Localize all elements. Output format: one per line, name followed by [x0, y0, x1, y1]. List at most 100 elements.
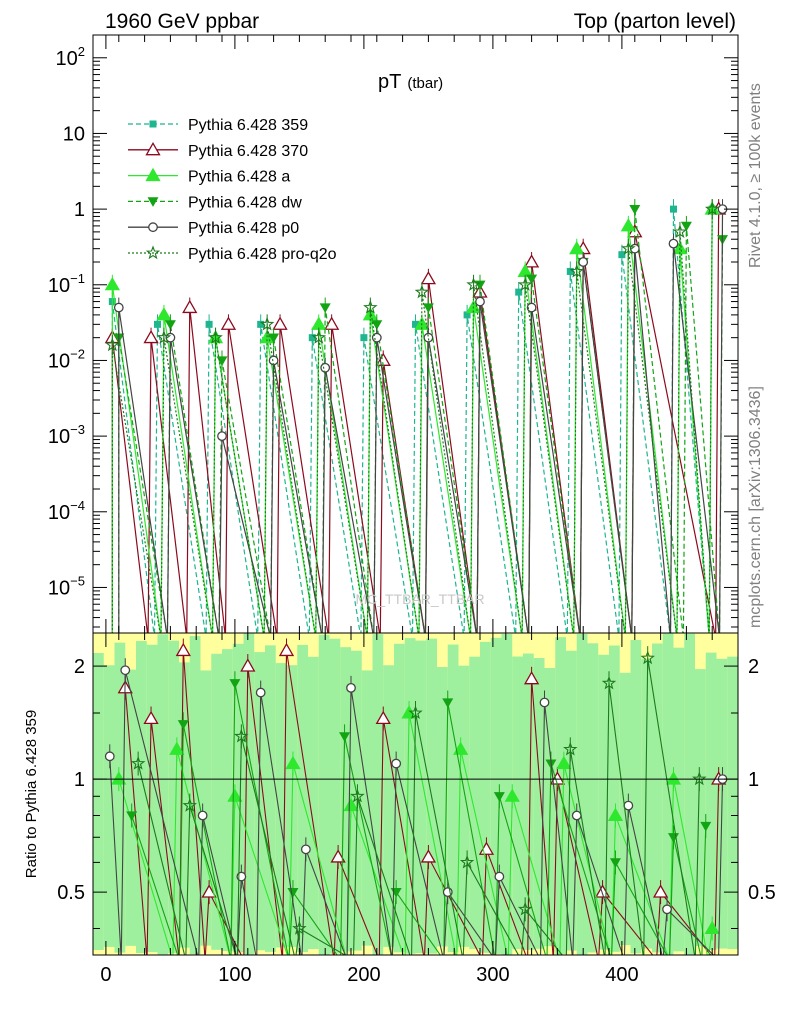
main-point-1-1	[143, 329, 159, 344]
ratio-panel-frame	[92, 632, 739, 956]
ratio-point-4-8	[563, 741, 578, 756]
main-point-4-4	[320, 362, 331, 373]
main-point-0-6	[412, 320, 419, 328]
main-point-5-7	[466, 277, 481, 291]
ratio-series-line-2	[131, 683, 707, 955]
x-tick-label-4: 400	[605, 964, 638, 986]
ratio-point-3-11	[571, 810, 582, 821]
ratio-point-2-6	[442, 698, 454, 708]
ratio-series-3	[104, 658, 728, 955]
legend-entry-3: Pythia 6.428 dw	[128, 194, 302, 211]
main-point-0-7	[463, 311, 471, 319]
ratio-point-3-6	[346, 682, 356, 693]
ratio-point-1-8	[556, 755, 572, 770]
green-band-34	[458, 665, 470, 947]
ratio-point-4-1	[182, 797, 198, 812]
ratio-series-line-4	[137, 658, 700, 955]
main-point-1-3	[220, 316, 237, 330]
main-point-1-7	[420, 270, 437, 285]
main-point-3-1	[164, 320, 176, 330]
main-point-0-1	[154, 320, 161, 328]
ratio-y-axis-label: Ratio to Pythia 6.428 359	[23, 710, 40, 878]
ratio-point-3-10	[539, 697, 550, 708]
main-point-3-5	[371, 320, 383, 330]
green-band-27	[383, 665, 395, 947]
main-point-5-5	[363, 300, 378, 314]
ratio-point-2-3	[287, 887, 299, 898]
green-band-10	[200, 670, 212, 946]
green-band-56	[695, 669, 707, 946]
plot-title-sub: (tbar)	[407, 75, 443, 92]
main-point-2-9	[569, 240, 585, 255]
ratio-series-line-1	[118, 712, 713, 955]
green-band-26	[372, 634, 384, 955]
energy-label: 1960 GeV ppbar	[105, 10, 259, 33]
legend-entry-5: Pythia 6.428 pro-q2o	[128, 245, 337, 263]
ratio-point-4-7	[517, 901, 533, 916]
main-point-2-4	[311, 316, 327, 330]
main-point-5-6	[414, 284, 430, 299]
green-band-20	[308, 656, 320, 950]
main-point-4-6	[423, 332, 434, 343]
green-band-24	[351, 650, 363, 951]
green-band-3	[125, 669, 137, 946]
ratio-point-3-12	[623, 800, 634, 811]
green-band-52	[652, 643, 664, 953]
legend-marker-0	[149, 120, 157, 128]
ratio-point-3-1	[120, 665, 131, 676]
main-point-1-5	[324, 316, 340, 330]
ratio-point-2-10	[668, 833, 679, 843]
green-band-8	[179, 662, 191, 948]
main-point-0-5	[360, 334, 368, 342]
legend-label-1: Pythia 6.428 370	[188, 143, 308, 160]
main-point-2-0	[104, 276, 120, 291]
green-band-30	[415, 640, 427, 954]
ratio-point-1-11	[704, 920, 720, 935]
ratio-point-2-11	[700, 821, 712, 832]
green-band-40	[523, 653, 535, 950]
ratio-point-1-3	[285, 755, 301, 770]
process-label: Top (parton level)	[574, 10, 736, 33]
ratio-y-tick-label-right-0: 2	[748, 656, 759, 678]
main-point-0-11	[670, 205, 677, 213]
plot-title-main: pT	[378, 71, 401, 93]
main-point-2-10	[620, 218, 636, 232]
main-point-0-8	[515, 288, 523, 296]
green-band-25	[361, 670, 373, 946]
legend-marker-2	[145, 167, 161, 182]
main-point-5-3	[259, 316, 275, 331]
main-y-tick-label-3: 10−1	[48, 271, 85, 297]
ratio-point-1-0	[111, 771, 127, 785]
axes-layer: 102 10 1 10−1 10−2 10−3 10−4 10−5 0 100 200 300 400 2…	[48, 34, 776, 986]
main-point-4-2	[217, 431, 227, 442]
ratio-series-layer	[104, 638, 728, 955]
ratio-point-4-4	[350, 788, 365, 803]
green-band-5	[146, 644, 158, 953]
green-band-29	[404, 638, 416, 954]
main-point-3-10	[629, 204, 641, 215]
legend-entry-4: Pythia 6.428 p0	[128, 220, 299, 237]
main-point-5-12	[705, 201, 720, 216]
ratio-point-1-4	[343, 797, 359, 812]
ratio-point-0-7	[375, 710, 391, 725]
ratio-point-2-4	[339, 732, 351, 742]
ratio-series-4	[130, 646, 707, 955]
green-band-41	[533, 657, 545, 949]
main-point-3-6	[422, 303, 434, 314]
main-series-line-4	[118, 209, 724, 633]
green-band-33	[447, 644, 459, 953]
ratio-point-1-2	[227, 788, 243, 802]
ratio-point-3-7	[391, 758, 402, 769]
ratio-point-0-5	[278, 642, 295, 657]
green-band-50	[630, 639, 642, 954]
main-point-1-2	[182, 299, 198, 314]
main-point-1-4	[272, 316, 288, 330]
main-point-0-4	[308, 334, 316, 342]
legend: Pythia 6.428 359 Pythia 6.428 370 Pythia 6…	[128, 117, 337, 263]
main-point-0-9	[566, 267, 574, 275]
ratio-point-4-6	[459, 854, 475, 869]
legend-label-5: Pythia 6.428 pro-q2o	[188, 246, 337, 263]
main-point-2-1	[156, 307, 172, 321]
green-band-6	[157, 634, 169, 955]
